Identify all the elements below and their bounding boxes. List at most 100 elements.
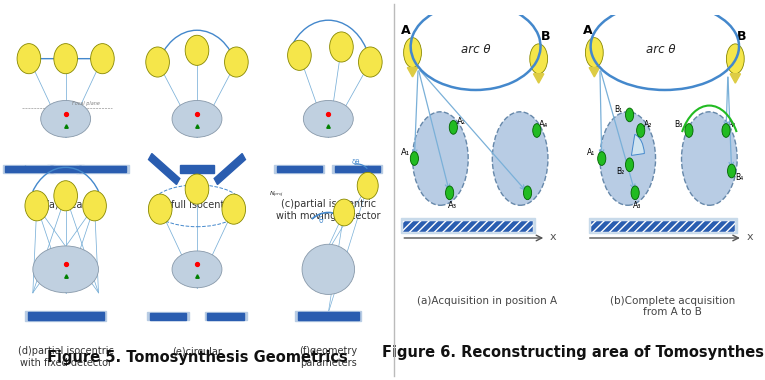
Text: arc θ: arc θ [461,43,490,55]
Circle shape [17,44,41,74]
Circle shape [445,186,454,200]
Text: B₃: B₃ [674,120,682,129]
Circle shape [357,173,378,199]
Text: A₁: A₁ [587,149,595,157]
Polygon shape [730,74,741,83]
Circle shape [25,191,49,221]
Circle shape [148,194,172,224]
Text: A: A [402,24,411,37]
Text: A₄: A₄ [539,120,548,129]
Text: A₄: A₄ [728,120,736,129]
Circle shape [146,47,169,77]
Circle shape [727,44,744,74]
Bar [25,311,106,321]
Ellipse shape [172,251,222,288]
Circle shape [585,38,604,68]
Text: Focal plane: Focal plane [72,101,100,106]
Circle shape [449,120,457,134]
Bar [79,166,126,173]
Text: x: x [550,232,556,242]
Text: (c)partial isocentric
with moving detector: (c)partial isocentric with moving detect… [276,199,380,221]
Circle shape [523,186,532,200]
Circle shape [597,152,606,165]
Bar [277,166,322,173]
Circle shape [636,124,645,137]
Ellipse shape [33,246,99,293]
Text: (d)partial isocentric
with fixed detector: (d)partial isocentric with fixed detecto… [18,346,113,368]
Bar [402,218,535,233]
Bar [147,312,189,320]
Text: (a)Acquisition in position A: (a)Acquisition in position A [417,296,557,306]
Circle shape [83,191,106,221]
Bar [205,312,247,320]
Circle shape [626,108,633,122]
Text: (e)circular: (e)circular [172,346,222,356]
Polygon shape [533,74,544,83]
Polygon shape [589,68,600,77]
Text: B₁: B₁ [615,105,623,114]
Bar [2,165,55,173]
Bar [76,165,129,173]
Circle shape [54,181,77,211]
Text: δθ: δθ [352,159,360,165]
Text: θ: θ [319,215,324,225]
Text: A₁: A₁ [402,149,411,157]
Bar [335,166,379,173]
Text: A₃: A₃ [448,201,457,211]
Bar [148,154,180,185]
Circle shape [222,194,246,224]
Bar [150,313,187,320]
Text: Figure 5. Tomosynthesis Geometrics: Figure 5. Tomosynthesis Geometrics [47,350,347,364]
Bar [180,165,214,173]
Circle shape [626,158,633,172]
Circle shape [185,35,209,65]
Circle shape [722,124,730,137]
Circle shape [682,112,737,205]
Text: (f)geometry
parameters: (f)geometry parameters [299,346,357,368]
Bar [5,166,53,173]
Circle shape [404,38,422,68]
Circle shape [334,199,354,226]
Circle shape [288,40,311,70]
Circle shape [412,112,468,205]
Text: A₂: A₂ [457,117,466,126]
Circle shape [728,164,736,178]
Bar [295,311,361,321]
Polygon shape [407,68,418,77]
Circle shape [493,112,548,205]
Bar [47,165,84,173]
Text: B: B [737,30,747,43]
Bar [591,221,735,232]
Bar [28,312,104,320]
Bar [403,221,533,232]
Text: (b)full isocentric: (b)full isocentric [158,199,236,209]
Ellipse shape [304,100,353,137]
Wedge shape [631,135,644,155]
Circle shape [530,44,548,74]
Bar [298,312,359,320]
Text: arc θ: arc θ [646,43,676,55]
Text: B₄: B₄ [735,173,744,182]
Circle shape [631,186,640,200]
Ellipse shape [302,244,354,294]
Circle shape [532,124,541,137]
Bar [275,165,324,173]
Text: Figure 6. Reconstructing area of Tomosynthesis: Figure 6. Reconstructing area of Tomosyn… [382,345,765,360]
Text: $N_{proj}$: $N_{proj}$ [269,190,285,200]
Text: B: B [541,30,550,43]
Circle shape [185,174,209,204]
Text: (b)Complete acquisition
from A to B: (b)Complete acquisition from A to B [610,296,735,317]
Text: (a)linear: (a)linear [45,199,86,209]
Circle shape [90,44,114,74]
Ellipse shape [41,100,90,137]
Text: x: x [747,232,753,242]
Circle shape [600,112,656,205]
Circle shape [330,32,353,62]
Circle shape [225,47,248,77]
Bar [50,166,81,173]
Circle shape [359,47,382,77]
Circle shape [54,44,77,74]
Text: A₂: A₂ [644,120,653,129]
Bar [589,218,737,233]
Bar [332,165,382,173]
